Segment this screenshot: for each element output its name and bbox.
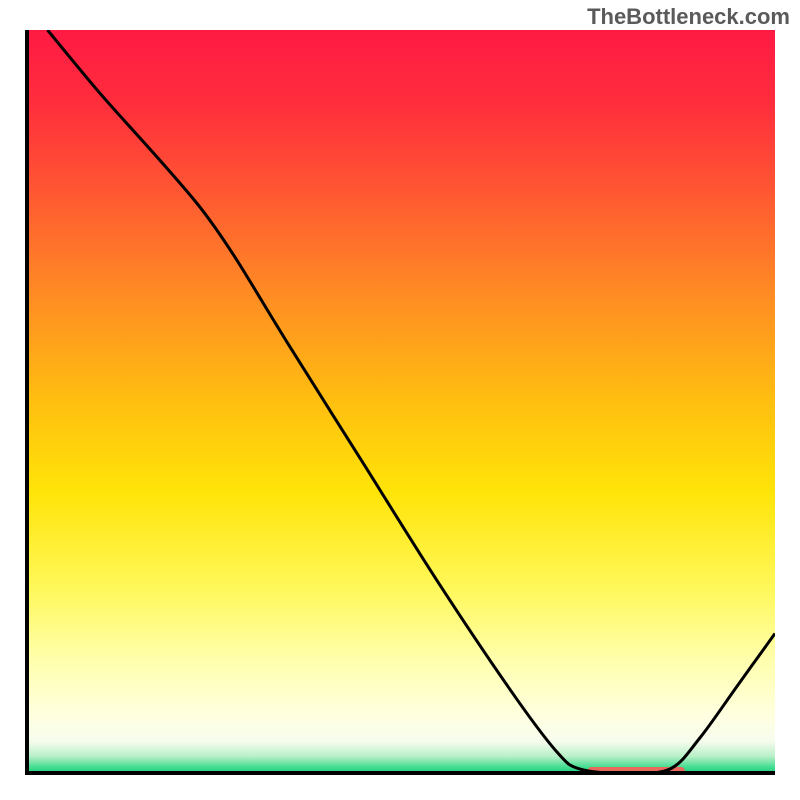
gradient-background: [25, 30, 775, 775]
chart-container: TheBottleneck.com: [0, 0, 800, 800]
attribution-text: TheBottleneck.com: [587, 4, 790, 30]
plot-svg: [25, 30, 775, 775]
